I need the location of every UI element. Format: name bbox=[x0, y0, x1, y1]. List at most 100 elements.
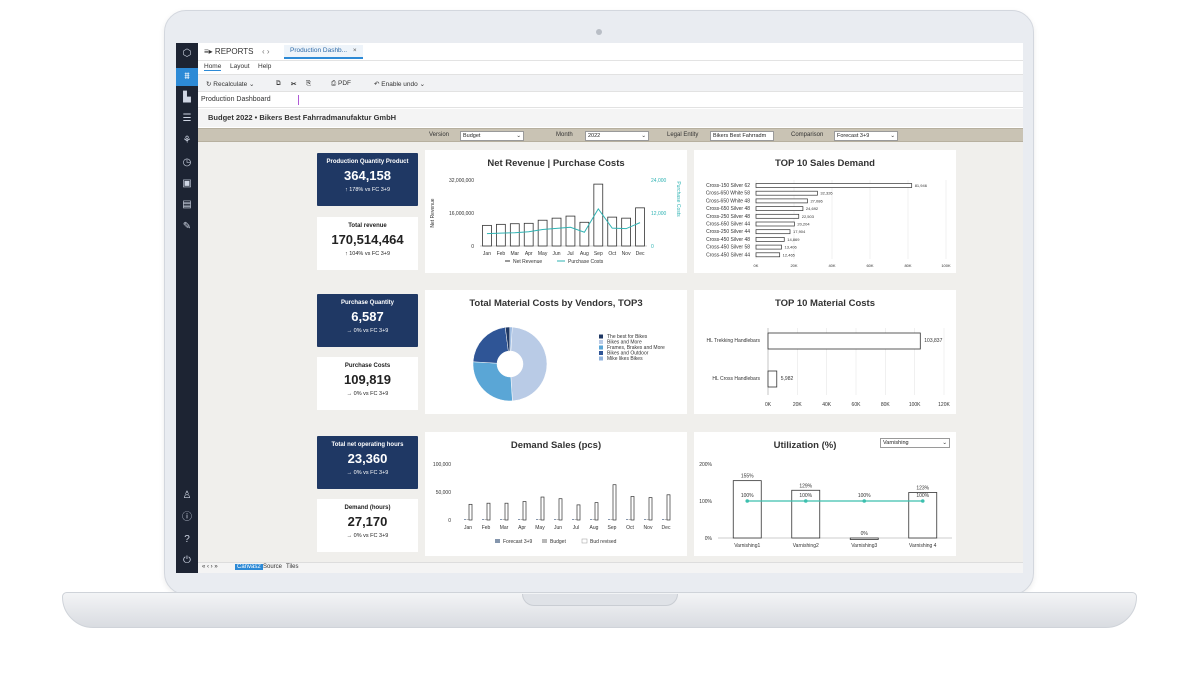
bar-material-cost bbox=[767, 332, 921, 350]
x-tick-label: 20K bbox=[793, 402, 803, 408]
menu-layout[interactable]: Layout bbox=[230, 63, 250, 70]
legend-label: Bud revised bbox=[590, 539, 617, 545]
bar-bud-revised bbox=[666, 494, 671, 521]
data-label: 24,692 bbox=[806, 206, 819, 211]
sheet-title-bar: Budget 2022 • Bikers Best Fahrradmanufak… bbox=[198, 109, 1023, 127]
x-tick-label: 120K bbox=[938, 402, 950, 408]
logo-icon[interactable]: ⬡ bbox=[182, 48, 192, 59]
utilization-select-value: Varnishing bbox=[883, 440, 909, 446]
sheet-title: Budget 2022 • Bikers Best Fahrradmanufak… bbox=[208, 113, 397, 122]
version-value: Budget bbox=[463, 133, 481, 139]
recalculate-button[interactable]: ↻ Recalculate ⌄ bbox=[206, 80, 255, 88]
bar-utilization bbox=[791, 489, 821, 539]
tab-source[interactable]: Source bbox=[263, 564, 283, 570]
data-label: 129% bbox=[799, 483, 812, 489]
x-tick-label: 80K bbox=[881, 402, 891, 408]
chevron-down-icon: ⌄ bbox=[417, 81, 426, 88]
y-tick-label: Cross-650 Silver 48 bbox=[706, 206, 750, 212]
database-icon[interactable]: ☰ bbox=[182, 113, 192, 124]
chevron-down-icon: ⌄ bbox=[890, 133, 895, 139]
bar-bud-revised bbox=[630, 496, 635, 521]
screen: ⬡ ⩩ ▙ ☰ ⚘ ◷ ▣ ▤ ✎ ♙ ⓘ ? ⏻ ≡▸ REPORTS ‹ ›… bbox=[176, 43, 1023, 573]
menu-bar: Home Layout Help bbox=[198, 61, 1023, 73]
month-value: 2022 bbox=[588, 133, 601, 139]
y-tick-label: 0 bbox=[471, 244, 474, 250]
hierarchy-icon[interactable]: ⚘ bbox=[182, 135, 192, 146]
menu-help[interactable]: Help bbox=[258, 63, 272, 70]
sheet-tabs-bar: « ‹ › » Canvas2 Source Tiles bbox=[198, 562, 1023, 573]
kpi-net-operating-hours: Total net operating hours 23,360 → 0% vs… bbox=[317, 436, 418, 489]
y-tick-label: 0 bbox=[448, 518, 451, 524]
menu-icon[interactable]: ≡▸ bbox=[204, 47, 213, 56]
x-tick-label: Mar bbox=[500, 525, 509, 531]
window-title-label: REPORTS bbox=[214, 47, 254, 56]
comparison-label: Comparison bbox=[791, 132, 824, 138]
info-icon[interactable]: ⓘ bbox=[182, 512, 192, 523]
enable-undo-button[interactable]: ↶ Enable undo ⌄ bbox=[374, 80, 425, 88]
undo-icon: ↶ bbox=[374, 81, 382, 88]
data-label: 81,946 bbox=[915, 183, 928, 188]
bar-forecast bbox=[536, 519, 538, 520]
legend-label: Forecast 3+9 bbox=[503, 539, 533, 545]
tab-tiles[interactable]: Tiles bbox=[286, 564, 299, 570]
utilization-select[interactable]: Varnishing ⌄ bbox=[880, 438, 950, 448]
bar-bud-revised bbox=[558, 498, 563, 521]
chart-icon[interactable]: ▙ bbox=[183, 92, 191, 103]
timer-icon[interactable]: ◷ bbox=[182, 157, 192, 168]
entity-label: Legal Entity bbox=[667, 132, 699, 138]
chevron-down-icon: ⌄ bbox=[942, 440, 947, 446]
copy-icon[interactable]: ⧉ bbox=[276, 80, 281, 87]
close-icon[interactable]: × bbox=[352, 47, 357, 54]
menu-home[interactable]: Home bbox=[204, 63, 222, 71]
legend-label: Mike likes Bikes bbox=[607, 356, 643, 362]
bar-budget bbox=[466, 519, 469, 520]
dashboard-icon[interactable]: ⩩ bbox=[176, 68, 198, 86]
tab-canvas2[interactable]: Canvas2 bbox=[235, 564, 263, 570]
comparison-select[interactable]: Forecast 3+9 ⌄ bbox=[834, 131, 898, 141]
y-tick-label: Cross-450 Silver 48 bbox=[706, 237, 750, 243]
bar-forecast bbox=[608, 519, 610, 520]
top10-sales-chart: 0K 20K 40K 60K 80K 100K Cross-150 Silver 62 81,… bbox=[706, 180, 951, 268]
legend-swatch-forecast bbox=[495, 539, 500, 543]
formula-bar[interactable]: Production Dashboard bbox=[198, 92, 1023, 108]
x-tick-label: Apr bbox=[525, 251, 533, 257]
help-icon[interactable]: ? bbox=[184, 534, 190, 545]
bar-net-revenue bbox=[621, 217, 631, 247]
bar-net-revenue bbox=[551, 217, 562, 247]
calendar-icon[interactable]: ▤ bbox=[182, 199, 192, 210]
sheet-nav-arrows[interactable]: « ‹ › » bbox=[202, 564, 218, 570]
paste-icon[interactable]: ⎘ bbox=[306, 80, 312, 87]
user-icon[interactable]: ♙ bbox=[182, 490, 192, 501]
bar-net-revenue bbox=[523, 222, 534, 247]
bar-budget bbox=[520, 519, 523, 520]
pdf-button[interactable]: ⎙ PDF bbox=[331, 80, 351, 88]
legend-label: Bikes and Outdoor bbox=[607, 351, 649, 357]
tab-production-dashboard[interactable]: Production Dashb... × bbox=[284, 45, 363, 59]
x-tick-label: 20K bbox=[790, 263, 797, 268]
printer-icon: ⎙ bbox=[331, 80, 339, 87]
top10-material-chart: 0K 20K 40K 60K 80K 100K 120K HL Trekking Handle… bbox=[707, 328, 950, 408]
power-icon[interactable]: ⏻ bbox=[183, 555, 191, 566]
entity-select[interactable]: Bikers Best Fahrradm bbox=[710, 131, 774, 141]
kpi-delta: ↑ 178% vs FC 3+9 bbox=[317, 187, 418, 193]
kpi-title: Total revenue bbox=[348, 223, 387, 229]
bar-sales-demand bbox=[755, 198, 808, 204]
tools-icon[interactable]: ✎ bbox=[182, 221, 192, 232]
cut-icon[interactable]: ✂ bbox=[291, 81, 297, 88]
bar-net-revenue bbox=[509, 223, 520, 247]
kpi-delta-text: 104% vs FC 3+9 bbox=[349, 251, 391, 257]
bar-net-revenue bbox=[537, 219, 548, 247]
x-tick-label: 0K bbox=[765, 402, 772, 408]
pdf-label: PDF bbox=[338, 80, 352, 87]
tab-nav[interactable]: ‹ › bbox=[262, 47, 270, 56]
panel-demand-sales: Demand Sales (pcs) 100,000 50,000 0 Jan Feb M… bbox=[425, 432, 687, 556]
legend-label: Purchase Costs bbox=[568, 259, 604, 265]
y-tick-label: Cross-450 Silver 44 bbox=[706, 252, 750, 258]
data-label: 20,204 bbox=[797, 222, 810, 227]
month-select[interactable]: 2022 ⌄ bbox=[585, 131, 649, 141]
y-tick-label: 200% bbox=[699, 462, 712, 468]
version-select[interactable]: Budget ⌄ bbox=[460, 131, 524, 141]
y-tick-label: Cross-650 Silver 44 bbox=[706, 222, 750, 228]
gallery-icon[interactable]: ▣ bbox=[182, 178, 192, 189]
bar-net-revenue bbox=[565, 215, 576, 247]
